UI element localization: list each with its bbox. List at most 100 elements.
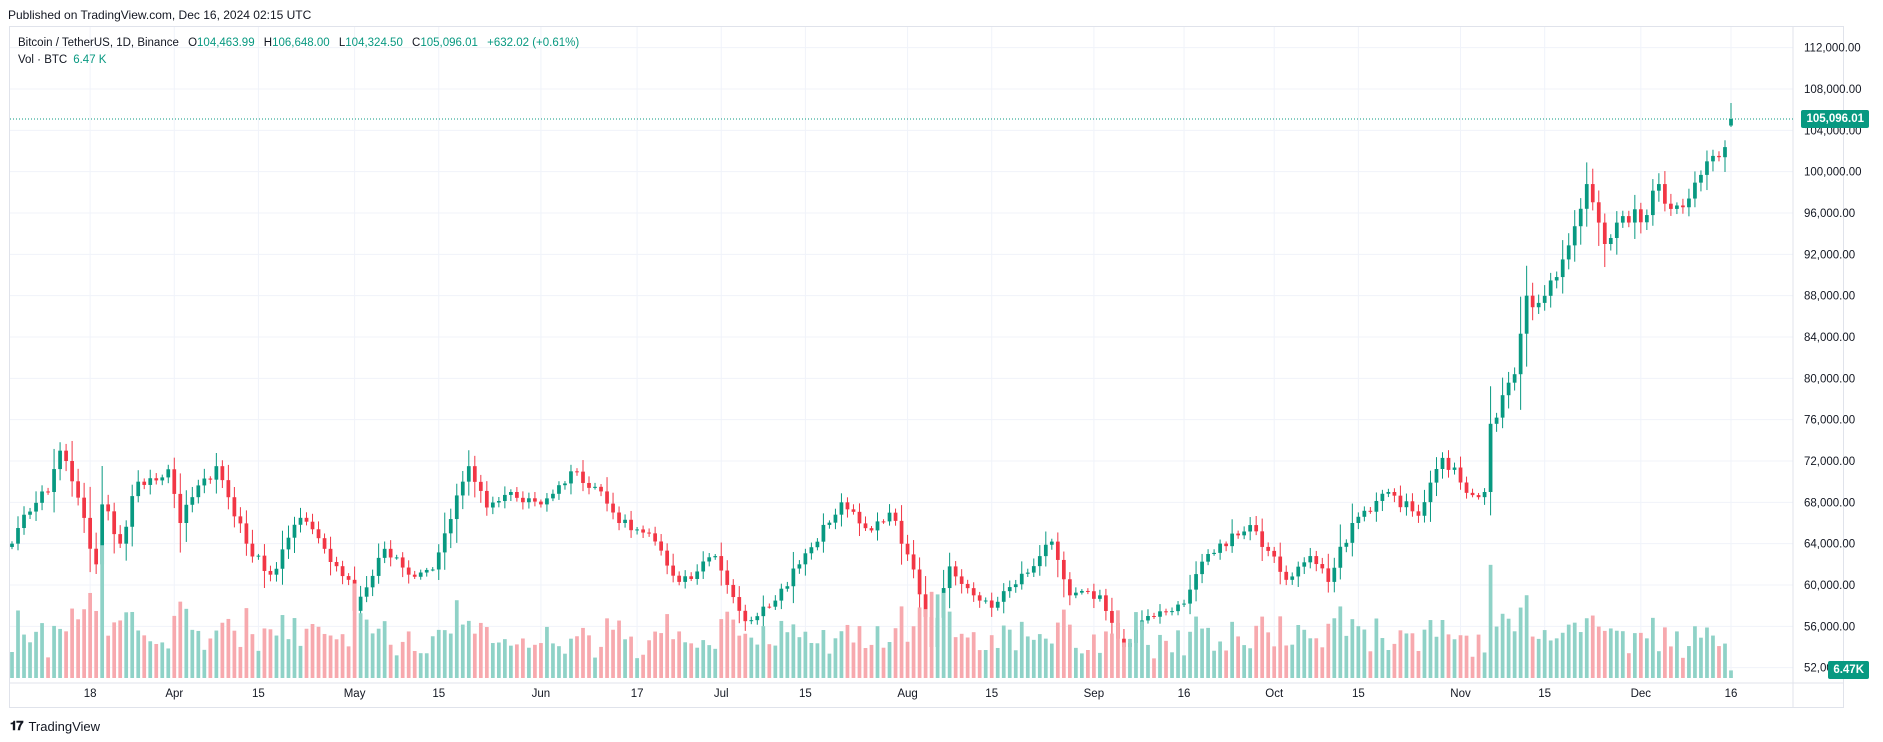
candle-body (406, 567, 411, 575)
candle-body (743, 610, 748, 622)
candle-body (959, 576, 964, 584)
volume-bar (1320, 647, 1325, 678)
candle-body (887, 512, 892, 522)
volume-bar (1536, 638, 1541, 678)
volume-label: Vol · BTC (18, 54, 68, 66)
candle-body (701, 561, 706, 572)
candle-body (569, 471, 573, 484)
candle-body (1428, 482, 1433, 503)
volume-bar (563, 653, 567, 678)
volume-bar (935, 594, 940, 678)
volume-bar (1711, 635, 1715, 678)
volume-bar (977, 650, 982, 678)
volume-bar (773, 645, 778, 678)
volume-bar (1548, 640, 1553, 678)
candle-body (1434, 468, 1439, 483)
candle-body (1729, 119, 1733, 126)
volume-bar (154, 643, 159, 678)
candle-body (1320, 564, 1325, 569)
candle-body (1067, 579, 1072, 596)
volume-bar (1013, 650, 1018, 678)
volume-bar (316, 626, 321, 678)
candle-body (388, 548, 393, 558)
candle-body (977, 595, 982, 601)
volume-bar (1212, 650, 1216, 678)
candle-body (869, 528, 874, 531)
candle-body (695, 571, 700, 579)
candle-body (563, 483, 567, 486)
candle-body (677, 575, 682, 582)
volume-bar (148, 641, 153, 678)
candle-body (779, 588, 784, 601)
candle-body (989, 600, 994, 608)
candle-body (1164, 611, 1168, 613)
candle-body (136, 481, 141, 497)
volume-bar (1717, 646, 1721, 678)
candle-body (1632, 209, 1637, 223)
candle-body (202, 478, 207, 486)
candle-body (142, 481, 147, 485)
candle-body (1675, 205, 1679, 209)
close-label: C (412, 37, 421, 49)
candle-body (184, 504, 189, 523)
volume-bar (82, 609, 86, 678)
volume-bar (893, 628, 898, 678)
volume-bar (1049, 643, 1054, 678)
x-tick-label: Oct (1265, 688, 1284, 700)
volume-bar (388, 644, 393, 678)
volume-bar (695, 647, 700, 678)
candle-body (118, 534, 123, 544)
volume-bar (629, 636, 633, 678)
volume-bar (412, 650, 417, 678)
candle-body (719, 556, 724, 571)
volume-bar (731, 619, 736, 678)
volume-bar (947, 611, 952, 678)
volume-bar (274, 635, 279, 678)
candle-body (1104, 595, 1108, 611)
volume-bar (1596, 626, 1601, 678)
volume-bar (1554, 638, 1559, 678)
candle-body (533, 498, 537, 502)
candle-body (857, 511, 862, 524)
volume-bar (953, 637, 958, 678)
x-tick-label: Nov (1450, 688, 1471, 700)
volume-bar (959, 633, 964, 678)
candle-body (1278, 556, 1283, 572)
candle-body (1110, 610, 1114, 623)
volume-bar (1140, 621, 1144, 678)
candle-body (328, 548, 333, 562)
volume-bar (172, 615, 177, 678)
volume-bar (10, 652, 14, 678)
volume-bar (1392, 643, 1397, 678)
candle-body (797, 564, 802, 569)
volume-bar (358, 613, 363, 678)
candle-body (1711, 155, 1715, 162)
volume-bar (1705, 627, 1709, 678)
candle-body (1380, 493, 1385, 501)
candle-body (1344, 542, 1349, 547)
candle-body (917, 569, 922, 595)
volume-bar (863, 648, 868, 678)
y-tick-label: 84,000.00 (1804, 332, 1855, 344)
x-tick-label: 15 (1352, 688, 1365, 700)
volume-bar (989, 635, 994, 678)
volume-bar (1644, 638, 1649, 678)
candle-body (983, 600, 988, 602)
y-tick-label: 100,000.00 (1804, 167, 1862, 179)
volume-bar (1128, 638, 1132, 678)
volume-bar (76, 619, 80, 678)
volume-bar (683, 642, 688, 678)
volume-bar (1025, 636, 1030, 678)
volume-bar (1302, 629, 1307, 678)
volume-bar (665, 614, 670, 678)
volume-bar (1386, 650, 1391, 678)
candle-body (196, 485, 201, 498)
volume-bar (1512, 631, 1517, 678)
volume-bar (671, 639, 676, 678)
volume-bar (1152, 658, 1156, 678)
candle-body (1158, 611, 1162, 617)
candle-body (1302, 562, 1307, 567)
volume-bar (713, 648, 718, 678)
volume-bar (1380, 638, 1385, 678)
